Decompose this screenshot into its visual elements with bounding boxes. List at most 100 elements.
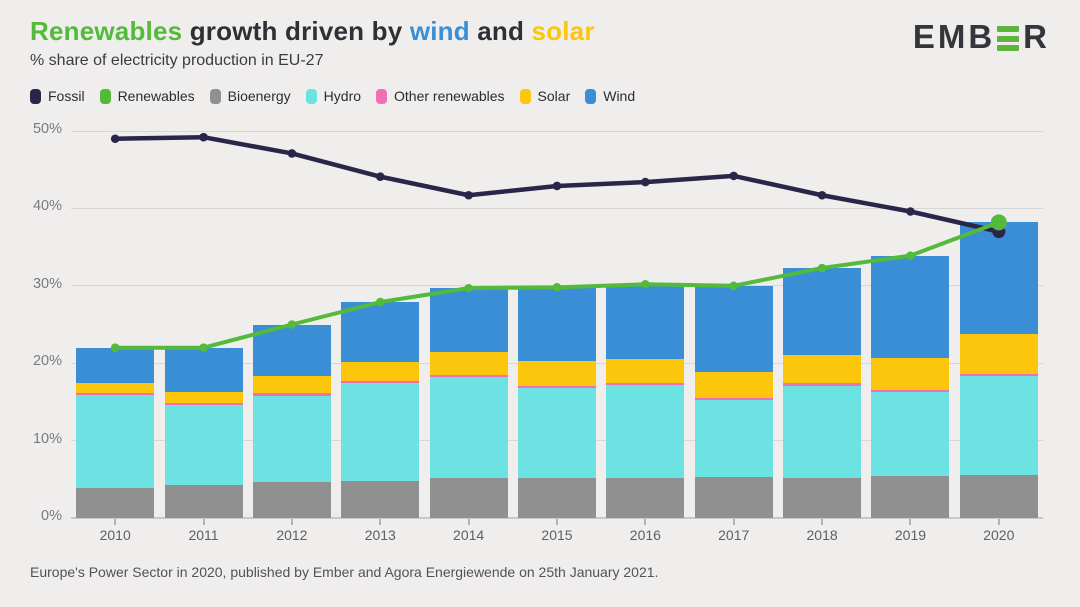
- legend-item-renewables[interactable]: Renewables: [99, 88, 195, 104]
- bar-2014-hydro[interactable]: [429, 377, 508, 478]
- bar-2014-wind[interactable]: [429, 288, 508, 352]
- bar-2020-bioenergy[interactable]: [959, 475, 1038, 518]
- fossil-point-2018[interactable]: [817, 190, 827, 200]
- legend-item-fossil[interactable]: Fossil: [30, 88, 85, 104]
- bar-2012-other-renewables[interactable]: [252, 393, 331, 396]
- renewables-point-2011[interactable]: [199, 343, 208, 353]
- bar-2013-solar[interactable]: [341, 361, 420, 381]
- bar-2017-wind[interactable]: [694, 285, 773, 373]
- x-axis-label-2018: 2018: [806, 527, 838, 543]
- bar-2012-hydro[interactable]: [252, 395, 331, 483]
- bar-2018-hydro[interactable]: [783, 385, 862, 478]
- fossil-point-2011[interactable]: [199, 132, 208, 142]
- bar-2011-other-renewables[interactable]: [164, 402, 243, 405]
- bar-2015-bioenergy[interactable]: [518, 477, 596, 518]
- fossil-point-2016[interactable]: [641, 177, 650, 187]
- bar-2014-solar[interactable]: [429, 351, 508, 375]
- renewables-point-2017[interactable]: [729, 281, 739, 291]
- bar-2017-hydro[interactable]: [694, 400, 773, 477]
- x-axis-label-2017: 2017: [718, 527, 750, 543]
- legend-item-wind[interactable]: Wind: [585, 88, 635, 104]
- fossil-point-2019[interactable]: [906, 207, 915, 216]
- bar-2013-wind[interactable]: [341, 302, 420, 362]
- fossil-point-2013[interactable]: [375, 172, 385, 181]
- bar-2011-wind[interactable]: [164, 347, 243, 392]
- bar-2020-solar[interactable]: [959, 333, 1038, 375]
- bar-2019-solar[interactable]: [871, 357, 950, 390]
- fossil-point-2012[interactable]: [287, 149, 297, 158]
- bar-2016-wind[interactable]: [606, 284, 685, 360]
- renewables-point-2013[interactable]: [375, 297, 385, 307]
- legend-swatch-icon: [585, 88, 597, 104]
- bar-2017-other-renewables[interactable]: [694, 398, 773, 401]
- legend-swatch-icon: [209, 88, 221, 104]
- renewables-point-2016[interactable]: [641, 279, 650, 289]
- legend-item-bioenergy[interactable]: Bioenergy: [209, 88, 291, 104]
- bar-2019-hydro[interactable]: [871, 391, 950, 477]
- bar-2011-solar[interactable]: [164, 391, 243, 403]
- legend-swatch-icon: [30, 88, 41, 104]
- fossil-point-2017[interactable]: [729, 171, 739, 181]
- bar-2016-hydro[interactable]: [606, 384, 685, 478]
- bar-2014-bioenergy[interactable]: [429, 477, 508, 518]
- bar-2019-wind[interactable]: [871, 255, 950, 358]
- bar-2020-hydro[interactable]: [959, 376, 1038, 476]
- x-tick-2011: [202, 519, 205, 525]
- bar-2017-solar[interactable]: [694, 372, 773, 399]
- fossil-point-2015[interactable]: [552, 181, 562, 191]
- bar-2013-other-renewables[interactable]: [341, 381, 420, 384]
- legend-item-other-renewables[interactable]: Other renewables: [376, 88, 505, 104]
- bar-2015-hydro[interactable]: [518, 387, 596, 478]
- bar-2011-hydro[interactable]: [164, 404, 243, 486]
- bar-2012-solar[interactable]: [252, 376, 331, 394]
- x-tick-2016: [644, 519, 647, 525]
- fossil-line-series: [110, 132, 1006, 239]
- legend-swatch-icon: [519, 88, 531, 104]
- renewables-point-2014[interactable]: [464, 283, 473, 293]
- legend-label: Fossil: [48, 88, 85, 104]
- ember-logo-text-right: R: [1023, 18, 1050, 55]
- bar-2010-other-renewables[interactable]: [76, 392, 155, 395]
- renewables-point-2018[interactable]: [817, 263, 827, 273]
- bar-2010-wind[interactable]: [76, 347, 155, 384]
- bar-2016-solar[interactable]: [606, 359, 685, 383]
- renewables-point-2019[interactable]: [906, 251, 915, 260]
- bar-2014-other-renewables[interactable]: [429, 374, 508, 378]
- legend-item-hydro[interactable]: Hydro: [305, 88, 361, 104]
- bar-2019-other-renewables[interactable]: [871, 389, 950, 392]
- bar-2017-bioenergy[interactable]: [694, 476, 773, 518]
- legend-label: Bioenergy: [227, 88, 291, 104]
- bar-2015-solar[interactable]: [518, 360, 596, 386]
- bar-2018-wind[interactable]: [783, 267, 862, 356]
- bar-2016-bioenergy[interactable]: [606, 477, 685, 518]
- chart-subtitle: % share of electricity production in EU-…: [30, 52, 324, 69]
- bar-2010-bioenergy[interactable]: [76, 487, 155, 518]
- y-axis-label-10: 10%: [32, 430, 62, 447]
- bar-2018-solar[interactable]: [783, 355, 862, 384]
- renewables-point-2012[interactable]: [287, 320, 297, 329]
- legend-item-solar[interactable]: Solar: [519, 88, 570, 104]
- bar-2013-bioenergy[interactable]: [341, 480, 420, 518]
- fossil-point-2014[interactable]: [464, 190, 473, 200]
- bar-2013-hydro[interactable]: [341, 383, 420, 481]
- bar-2019-bioenergy[interactable]: [871, 476, 950, 518]
- bar-2020-wind[interactable]: [959, 222, 1038, 334]
- title-part: wind: [409, 16, 470, 46]
- bar-2016-other-renewables[interactable]: [606, 382, 685, 385]
- bar-2018-other-renewables[interactable]: [783, 383, 862, 386]
- bar-2011-bioenergy[interactable]: [164, 485, 243, 518]
- bar-2015-other-renewables[interactable]: [518, 385, 596, 388]
- renewables-point-2010[interactable]: [110, 343, 120, 353]
- renewables-point-2015[interactable]: [552, 283, 562, 292]
- bar-2010-solar[interactable]: [76, 383, 155, 393]
- bar-2020-other-renewables[interactable]: [959, 374, 1038, 377]
- bar-2018-bioenergy[interactable]: [783, 477, 862, 518]
- bar-2015-wind[interactable]: [518, 287, 596, 361]
- renewables-point-2020[interactable]: [990, 214, 1007, 231]
- bar-2010-hydro[interactable]: [76, 394, 155, 488]
- bar-2012-bioenergy[interactable]: [252, 482, 331, 518]
- legend-label: Other renewables: [394, 88, 505, 104]
- x-tick-2020: [997, 519, 1000, 525]
- fossil-point-2010[interactable]: [110, 134, 120, 144]
